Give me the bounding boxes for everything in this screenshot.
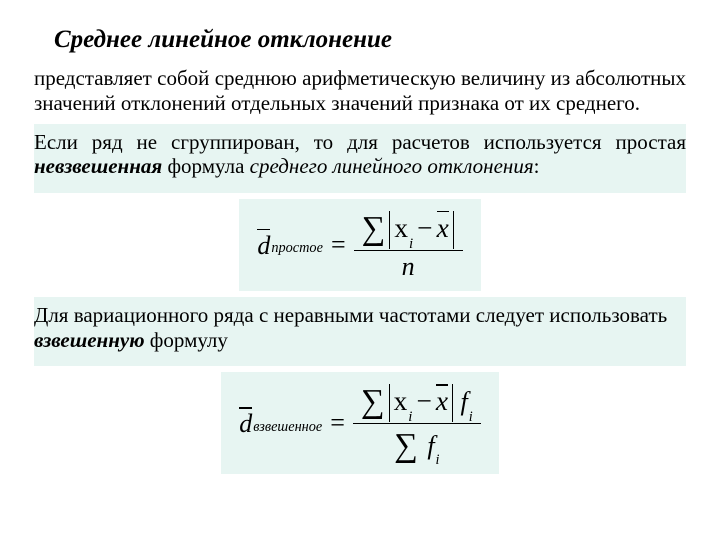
- highlight-band-1: Если ряд не сгруппирован, то для расчето…: [34, 124, 686, 194]
- sigma-icon: ∑: [394, 427, 418, 464]
- equals-sign: =: [331, 230, 346, 260]
- weighted-formula-intro: Для вариационного ряда с неравными часто…: [34, 303, 686, 353]
- subscript-vzveshennoe: взвешенное: [253, 419, 322, 436]
- text-fragment: формулу: [145, 328, 228, 352]
- sigma-icon: ∑: [361, 383, 385, 420]
- simple-formula-intro: Если ряд не сгруппирован, то для расчето…: [34, 130, 686, 180]
- abs-bars: xi−x: [389, 384, 453, 422]
- text-fragment: :: [534, 154, 540, 178]
- text-fragment: Если ряд не сгруппирован, то для расчето…: [34, 130, 686, 154]
- page-title: Среднее линейное отклонение: [46, 22, 400, 58]
- formula-simple-wrap: dпростое = ∑xi−x n: [34, 199, 686, 291]
- subscript-prostoe: простое: [271, 240, 323, 257]
- definition-paragraph: представляет собой среднюю арифметическу…: [34, 66, 686, 116]
- term-unweighted: невзвешенная: [34, 154, 162, 178]
- denominator: n: [394, 251, 423, 283]
- term-mean-linear-deviation: среднего линейного отклонения: [250, 154, 534, 178]
- text-fragment: Для вариационного ряда с неравными часто…: [34, 303, 667, 327]
- formula-weighted: dвзвешенное = ∑xi−x fi ∑ fi: [221, 372, 498, 474]
- fraction: ∑xi−x n: [354, 207, 463, 283]
- abs-bars: xi−x: [389, 211, 453, 249]
- sigma-icon: ∑: [362, 210, 386, 247]
- formula-simple: dпростое = ∑xi−x n: [239, 199, 480, 291]
- equals-sign: =: [330, 408, 345, 438]
- d-bar: d: [257, 229, 270, 261]
- formula-weighted-wrap: dвзвешенное = ∑xi−x fi ∑ fi: [34, 372, 686, 474]
- fraction: ∑xi−x fi ∑ fi: [353, 380, 481, 466]
- highlight-band-2: Для вариационного ряда с неравными часто…: [34, 297, 686, 367]
- d-bar: d: [239, 407, 252, 439]
- term-weighted: взвешенную: [34, 328, 145, 352]
- text-fragment: формула: [162, 154, 249, 178]
